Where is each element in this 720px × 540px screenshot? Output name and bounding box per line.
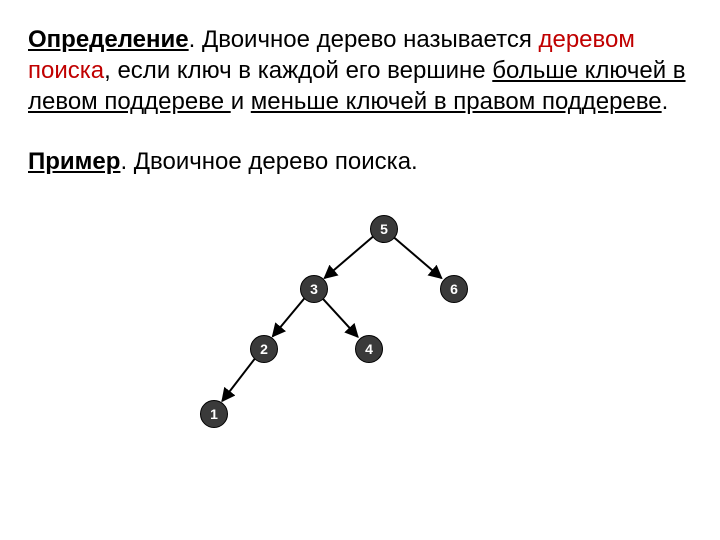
tree-edge <box>324 236 373 278</box>
example-label: Пример <box>28 148 120 175</box>
definition-prefix: . Двоичное дерево называется <box>189 26 539 53</box>
definition-mid: , если ключ в каждой его вершине <box>104 57 492 84</box>
tree-edge <box>222 358 255 401</box>
definition-suffix: . <box>662 88 669 115</box>
tree-node: 6 <box>440 275 468 303</box>
tree-node: 2 <box>250 335 278 363</box>
tree-edge <box>322 297 358 336</box>
slide-content: Определение. Двоичное дерево называется … <box>0 0 720 445</box>
tree-node: 5 <box>370 215 398 243</box>
tree-diagram: 5 3 6 2 4 1 <box>180 205 540 445</box>
tree-edges-svg <box>180 205 540 445</box>
tree-node: 4 <box>355 335 383 363</box>
example-text: . Двоичное дерево поиска. <box>120 148 417 175</box>
definition-label: Определение <box>28 26 189 53</box>
tree-node: 1 <box>200 400 228 428</box>
definition-cond-right: меньше ключей в правом поддереве <box>251 88 662 115</box>
tree-edge <box>273 298 305 336</box>
tree-node: 3 <box>300 275 328 303</box>
tree-edge <box>393 236 442 278</box>
example-paragraph: Пример. Двоичное дерево поиска. <box>28 146 692 177</box>
definition-paragraph: Определение. Двоичное дерево называется … <box>28 24 692 118</box>
definition-conj: и <box>231 88 251 115</box>
